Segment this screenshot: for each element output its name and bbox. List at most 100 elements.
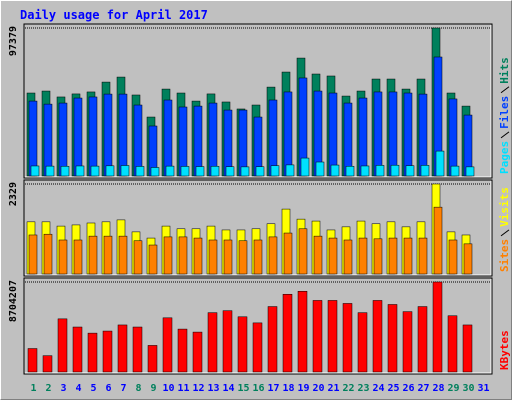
- bar: [90, 165, 100, 177]
- bar: [120, 165, 130, 177]
- bar: [222, 310, 233, 373]
- x-tick-label: 27: [417, 383, 429, 394]
- chart-title: Daily usage for April 2017: [20, 8, 208, 22]
- bar: [465, 166, 475, 177]
- x-tick-label: 3: [60, 383, 66, 394]
- bar: [315, 161, 325, 177]
- bar: [30, 165, 40, 177]
- bar: [255, 166, 265, 177]
- bar: [58, 102, 68, 177]
- bar: [297, 290, 308, 373]
- bar: [192, 331, 203, 373]
- legend-entry: Visits: [498, 187, 511, 227]
- bar: [193, 237, 203, 275]
- bar: [240, 166, 250, 177]
- bar: [148, 244, 158, 275]
- bar: [163, 236, 173, 275]
- bar: [390, 164, 400, 177]
- x-tick-label: 15: [237, 383, 249, 394]
- bar: [88, 235, 98, 275]
- bar: [102, 330, 113, 373]
- bar: [105, 165, 115, 177]
- legend-separator: [500, 229, 510, 237]
- x-tick-label: 30: [462, 383, 474, 394]
- bar: [298, 228, 308, 275]
- bar: [328, 92, 338, 177]
- bar: [208, 239, 218, 275]
- bar: [342, 303, 353, 373]
- bar: [418, 93, 428, 177]
- bar: [45, 165, 55, 177]
- bar: [417, 306, 428, 373]
- x-tick-label: 13: [207, 383, 219, 394]
- bar: [163, 99, 173, 177]
- bar: [135, 166, 145, 177]
- bar: [447, 315, 458, 373]
- x-tick-label: 31: [477, 383, 489, 394]
- x-tick-label: 14: [222, 383, 234, 394]
- x-tick-label: 12: [192, 383, 204, 394]
- bar: [150, 167, 160, 177]
- bar: [420, 165, 430, 177]
- bar: [267, 306, 278, 373]
- x-tick-label: 11: [177, 383, 189, 394]
- bar: [268, 99, 278, 177]
- bar: [432, 281, 443, 373]
- bar: [375, 165, 385, 177]
- bar: [103, 235, 113, 275]
- bar: [60, 166, 70, 177]
- x-tick-label: 24: [372, 383, 384, 394]
- x-tick-label: 1: [30, 383, 36, 394]
- x-tick-label: 21: [327, 383, 339, 394]
- bar: [225, 166, 235, 177]
- x-tick-label: 16: [252, 383, 264, 394]
- legend-entry: Sites: [498, 239, 511, 272]
- bar: [133, 104, 143, 177]
- bar: [358, 97, 368, 177]
- bar: [345, 166, 355, 177]
- bar: [462, 324, 473, 373]
- bar: [448, 239, 458, 275]
- bar: [418, 237, 428, 275]
- x-tick-label: 8: [135, 383, 141, 394]
- bar: [72, 326, 83, 373]
- bar: [403, 92, 413, 177]
- bar: [147, 345, 158, 373]
- bar: [373, 91, 383, 177]
- bar: [177, 328, 188, 373]
- bar: [282, 293, 293, 373]
- bar: [433, 206, 443, 275]
- bar: [210, 166, 220, 177]
- x-tick-label: 19: [297, 383, 309, 394]
- bar: [402, 311, 413, 373]
- bar: [118, 93, 128, 177]
- bar: [450, 165, 460, 177]
- bar: [133, 240, 143, 275]
- bar: [42, 355, 53, 373]
- y-max-label: 8704207: [8, 280, 19, 322]
- bar: [178, 106, 188, 177]
- bar: [28, 100, 38, 177]
- bar: [313, 235, 323, 275]
- bar: [88, 96, 98, 177]
- bar: [118, 235, 128, 275]
- bar: [285, 164, 295, 177]
- bar: [358, 237, 368, 275]
- x-tick-label: 23: [357, 383, 369, 394]
- bar: [237, 316, 248, 373]
- bar: [165, 165, 175, 177]
- bar: [223, 109, 233, 177]
- x-tick-label: 28: [432, 383, 444, 394]
- legend-entry: Pages: [498, 141, 511, 174]
- x-tick-label: 18: [282, 383, 294, 394]
- legend-separator: [500, 131, 510, 139]
- bar: [283, 91, 293, 177]
- bar: [73, 97, 83, 177]
- bar: [388, 91, 398, 177]
- bar: [373, 238, 383, 275]
- bar: [312, 300, 323, 373]
- bar: [58, 239, 68, 275]
- legend-entry: Files: [498, 96, 511, 129]
- bar: [327, 300, 338, 373]
- bar: [388, 237, 398, 275]
